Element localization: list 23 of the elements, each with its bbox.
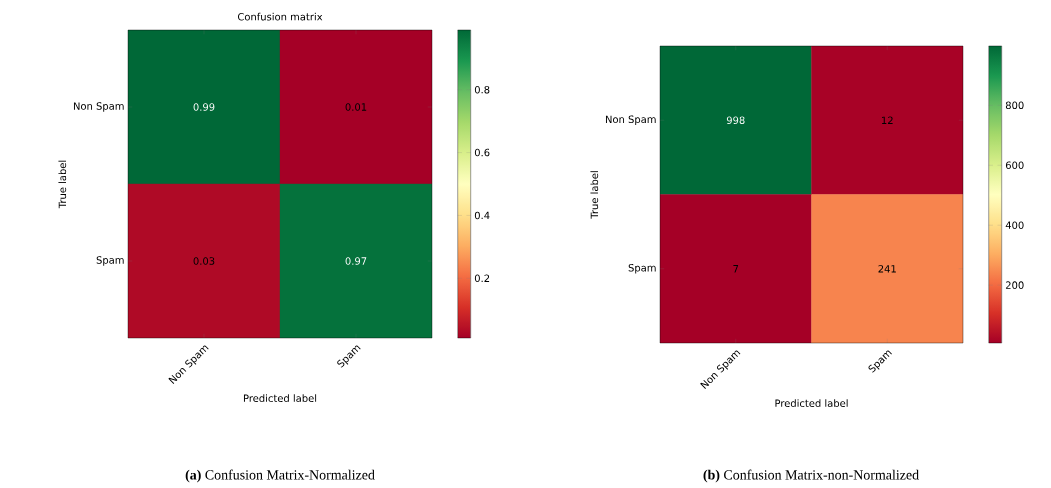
color-bar-label: 800 [1005, 101, 1024, 110]
x-axis-title: Predicted label [775, 399, 848, 408]
data-label: 12 [882, 116, 893, 124]
data-label: 0.99 [193, 103, 215, 111]
y-axis-title: True label [58, 160, 67, 209]
color-bar-label: 400 [1005, 221, 1024, 229]
data-label: 0.03 [193, 257, 215, 265]
data-label: 241 [878, 265, 896, 273]
data-label: 998 [726, 116, 745, 125]
color-bar-label: 0.2 [474, 274, 490, 283]
color-bar-label: 0.8 [474, 85, 490, 94]
color-bar-label: 600 [1005, 161, 1024, 170]
color-bar-label: 200 [1005, 281, 1024, 289]
chart-title: Confusion matrix [237, 12, 323, 21]
data-label: 7 [733, 265, 739, 273]
data-label: 0.97 [345, 257, 367, 265]
y-axis-title: True label [590, 171, 599, 219]
color-bar-label: 0.4 [474, 211, 490, 220]
data-label: 0.01 [345, 103, 367, 111]
text: (b) Confusion Matrix-non-Normalized [703, 469, 919, 483]
x-axis-title: Predicted label [243, 394, 317, 403]
color-bar-label: 0.6 [474, 148, 490, 157]
text: (a) Confusion Matrix-Normalized [185, 469, 375, 483]
